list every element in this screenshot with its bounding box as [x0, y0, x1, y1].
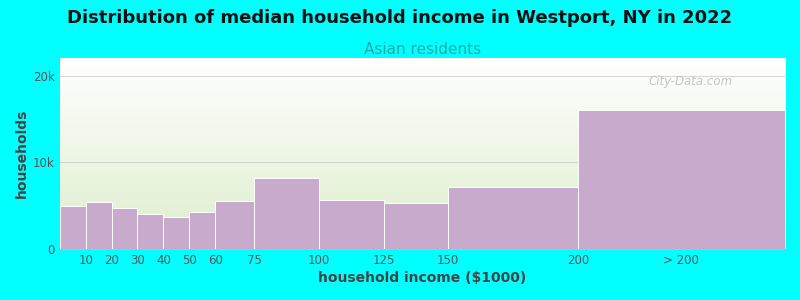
Bar: [138, 214, 163, 249]
Bar: [111, 208, 138, 249]
Y-axis label: households: households: [15, 109, 29, 198]
Bar: [86, 202, 111, 249]
X-axis label: household income ($1000): household income ($1000): [318, 271, 526, 285]
Bar: [163, 217, 190, 249]
Title: Asian residents: Asian residents: [364, 42, 481, 57]
Bar: [448, 187, 578, 249]
Bar: [190, 212, 215, 249]
Bar: [318, 200, 383, 249]
Bar: [254, 178, 318, 249]
Bar: [215, 201, 254, 249]
Bar: [383, 203, 448, 249]
Bar: [578, 110, 785, 249]
Text: City-Data.com: City-Data.com: [649, 75, 733, 88]
Bar: [60, 206, 86, 249]
Text: Distribution of median household income in Westport, NY in 2022: Distribution of median household income …: [67, 9, 733, 27]
